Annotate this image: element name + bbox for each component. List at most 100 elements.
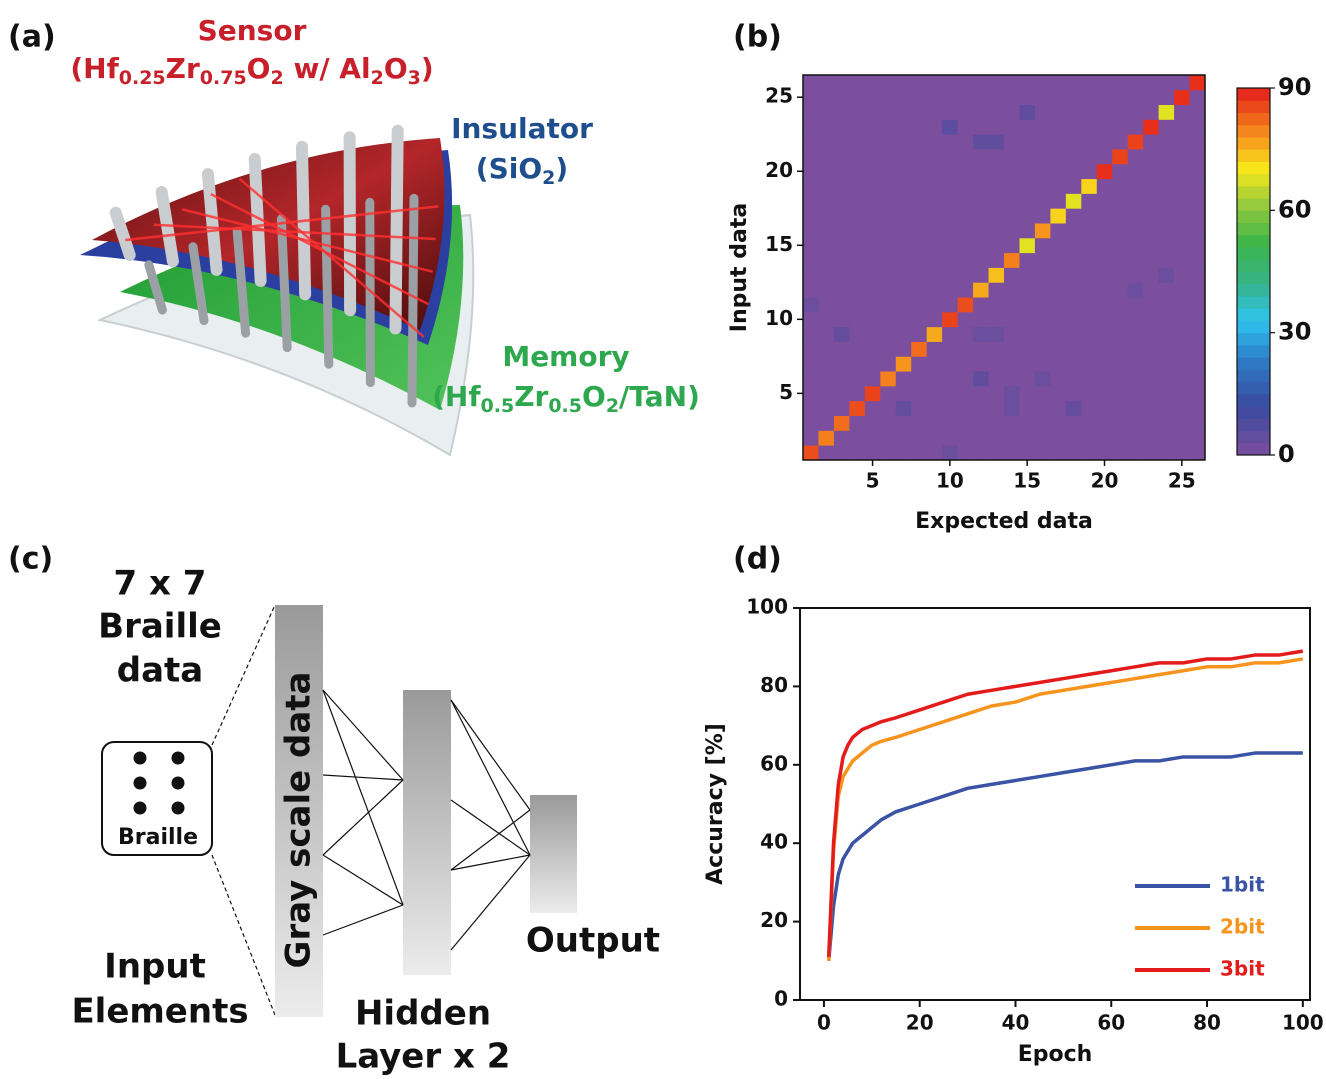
electrode <box>412 198 414 403</box>
heatmap-cell <box>1174 179 1190 194</box>
heatmap-cell <box>865 342 881 357</box>
heatmap-cell <box>896 119 912 134</box>
heatmap-cell <box>896 312 912 327</box>
heatmap-cell <box>1035 268 1051 283</box>
formula-part: Zr <box>514 380 548 413</box>
heatmap-cell <box>1035 416 1051 431</box>
heatmap-cell <box>1066 75 1082 90</box>
heatmap-cell <box>1081 416 1097 431</box>
heatmap-cell <box>911 149 927 164</box>
heatmap-cell <box>911 179 927 194</box>
heatmap-cell <box>1066 401 1082 416</box>
heatmap-cell <box>865 164 881 179</box>
heatmap-cell <box>1174 282 1190 297</box>
heatmap-cell <box>1097 430 1113 445</box>
heatmap-cell <box>1128 223 1144 238</box>
colorbar-band <box>1237 272 1270 285</box>
heatmap-cell <box>911 193 927 208</box>
heatmap-cell <box>1174 445 1190 460</box>
heatmap-cell <box>1112 282 1128 297</box>
heatmap-cell <box>880 386 896 401</box>
heatmap-cell <box>1159 297 1175 312</box>
heatmap-cell <box>927 164 943 179</box>
heatmap-cell <box>1143 356 1159 371</box>
heatmap-cell <box>1174 416 1190 431</box>
heatmap-cell <box>896 268 912 283</box>
heatmap-cell <box>818 75 834 90</box>
heatmap-cell <box>989 416 1005 431</box>
heatmap-cell <box>973 208 989 223</box>
input-caption: Elements <box>71 992 248 1032</box>
heatmap-cell <box>818 208 834 223</box>
heatmap-cell <box>1081 164 1097 179</box>
heatmap-cell <box>896 149 912 164</box>
heatmap-cell <box>1019 268 1035 283</box>
heatmap-cell <box>973 371 989 386</box>
heatmap-cell <box>1066 445 1082 460</box>
colorbar-band <box>1237 320 1270 333</box>
heatmap-cell <box>865 90 881 105</box>
heatmap-cell <box>989 208 1005 223</box>
input-title: data <box>117 651 203 691</box>
heatmap-cell <box>1112 208 1128 223</box>
heatmap-cell <box>1066 268 1082 283</box>
heatmap-cell <box>1019 445 1035 460</box>
heatmap-cell <box>1174 268 1190 283</box>
network-diagram: 7 x 7 Braille data Braille Gray scale da… <box>71 564 660 1077</box>
heatmap-cell <box>1128 179 1144 194</box>
heatmap-cell <box>1050 268 1066 283</box>
legend-label: 2bit <box>1220 915 1265 939</box>
heatmap-cell <box>1019 149 1035 164</box>
heatmap-cell <box>1097 253 1113 268</box>
heatmap-cell <box>849 105 865 120</box>
colorbar-band <box>1237 100 1270 113</box>
heatmap-cell <box>1143 193 1159 208</box>
heatmap-cell <box>1035 386 1051 401</box>
heatmap-cell <box>818 386 834 401</box>
heatmap-cell <box>1035 90 1051 105</box>
heatmap-cell <box>1112 327 1128 342</box>
heatmap-cell <box>973 164 989 179</box>
heatmap-cell <box>849 342 865 357</box>
heatmap-cell <box>989 445 1005 460</box>
heatmap-cell <box>927 149 943 164</box>
y-tick-label: 40 <box>760 830 788 854</box>
heatmap-cell <box>973 193 989 208</box>
heatmap-cell <box>1128 297 1144 312</box>
heatmap-cell <box>849 149 865 164</box>
heatmap-cell <box>1112 164 1128 179</box>
heatmap-cell <box>818 90 834 105</box>
heatmap-cell <box>803 386 819 401</box>
colorbar-band <box>1237 382 1270 395</box>
heatmap-cell <box>1174 401 1190 416</box>
heatmap-cell <box>880 90 896 105</box>
heatmap-cell <box>1019 312 1035 327</box>
heatmap-cell <box>927 282 943 297</box>
heatmap-cell <box>1035 105 1051 120</box>
heatmap-cell <box>1143 445 1159 460</box>
heatmap-cell <box>880 342 896 357</box>
heatmap-cell <box>1081 401 1097 416</box>
heatmap-cell <box>1097 179 1113 194</box>
x-tick-label: 80 <box>1193 1011 1221 1035</box>
heatmap-cell <box>1128 119 1144 134</box>
heatmap-cell <box>1081 297 1097 312</box>
y-tick-label: 25 <box>765 84 793 108</box>
heatmap-cell <box>1174 223 1190 238</box>
formula-part: (Hf <box>70 52 119 85</box>
heatmap-cell <box>880 445 896 460</box>
heatmap-cell <box>865 401 881 416</box>
heatmap-cell <box>973 90 989 105</box>
y-tick-label: 20 <box>760 908 788 932</box>
heatmap-cell <box>1035 297 1051 312</box>
heatmap-cell <box>958 282 974 297</box>
heatmap-cell <box>989 75 1005 90</box>
heatmap-cell <box>1004 119 1020 134</box>
heatmap-cell <box>849 445 865 460</box>
heatmap-cell <box>1050 297 1066 312</box>
heatmap-cell <box>834 416 850 431</box>
y-tick-label: 20 <box>765 158 793 182</box>
heatmap-cell <box>1143 90 1159 105</box>
heatmap-cell <box>834 401 850 416</box>
heatmap-cell <box>911 134 927 149</box>
